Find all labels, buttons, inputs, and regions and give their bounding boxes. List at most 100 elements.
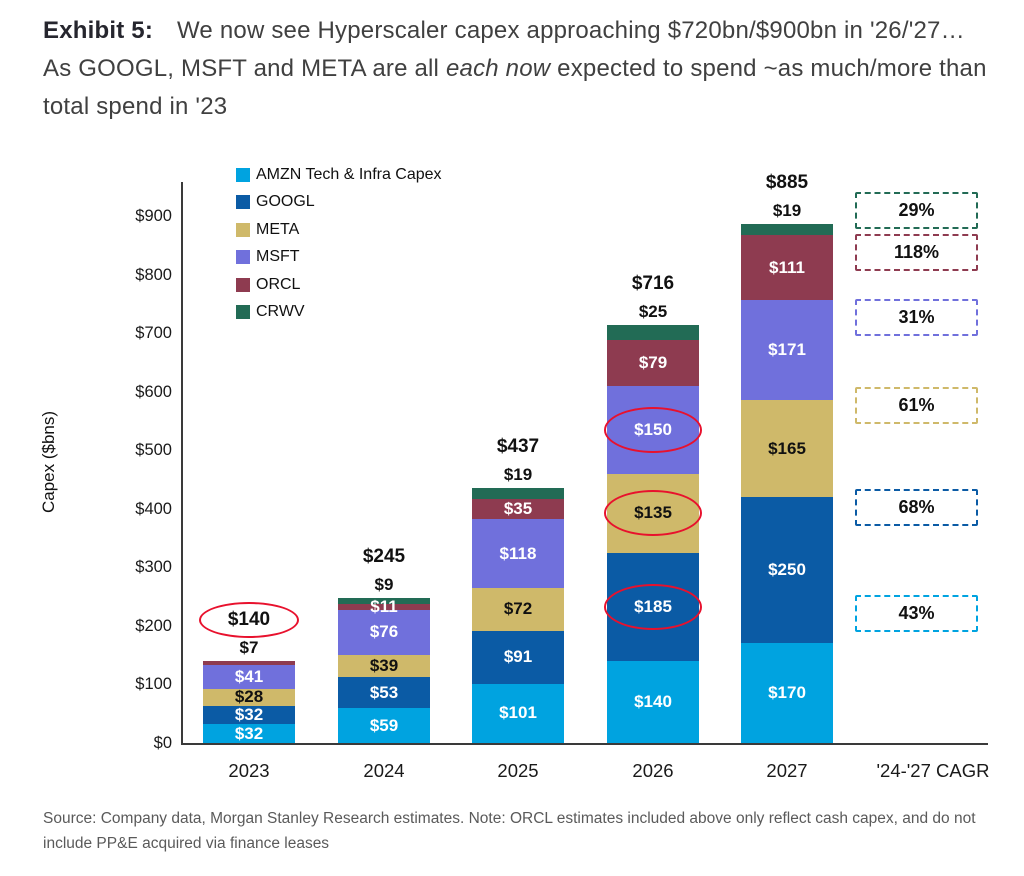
title-segment: We now see Hyperscaler capex approaching… [43, 17, 965, 82]
segment-2024-amzn [338, 708, 430, 743]
segment-2023-orcl [203, 661, 295, 666]
y-tick-label: $300 [135, 558, 172, 577]
cagr-box-amzn: 43% [855, 595, 978, 632]
segment-2023-msft [203, 665, 295, 690]
segment-label-2024-orcl: $11 [370, 596, 398, 616]
legend-item-orcl: ORCL [236, 276, 300, 294]
segment-label-2023-msft: $41 [234, 667, 264, 687]
cagr-value-googl: 68% [898, 497, 935, 517]
y-tick-label: $800 [135, 265, 172, 284]
segment-label-2027-orcl: $111 [769, 257, 805, 277]
legend-label-amzn: AMZN Tech & Infra Capex [256, 166, 442, 183]
y-tick-label: $400 [135, 499, 172, 518]
legend-swatch-crwv [236, 305, 250, 319]
total-label-2025: $437 [496, 435, 540, 457]
segment-2023-meta [203, 689, 295, 706]
segment-label-2024-googl: $53 [369, 682, 399, 702]
above-label-2024-crwv: $9 [374, 575, 394, 595]
cagr-box-googl: 68% [855, 489, 978, 526]
y-tick-label: $0 [153, 734, 172, 752]
above-label-2026-crwv: $25 [638, 301, 668, 321]
segment-label-2025-msft: $118 [499, 543, 537, 563]
legend-label-meta: META [256, 220, 300, 238]
segment-2026-googl [607, 552, 699, 661]
segment-label-2025-googl: $91 [503, 647, 533, 667]
legend-swatch-amzn [236, 168, 250, 182]
segment-2027-amzn [741, 643, 833, 743]
cagr-value-amzn: 43% [898, 603, 935, 623]
y-tick-label: $200 [135, 616, 172, 635]
above-label-2025-crwv: $19 [503, 464, 533, 484]
y-tick-label: $500 [135, 441, 172, 460]
segment-2026-orcl [607, 339, 699, 386]
segment-2027-meta [741, 400, 833, 498]
segment-2024-orcl [338, 603, 430, 611]
y-tick-label: $700 [135, 324, 172, 343]
segment-2025-msft [472, 519, 564, 589]
x-axis-label-2027: 2027 [766, 760, 808, 781]
segment-2025-amzn [472, 683, 564, 743]
segment-label-2026-meta: $135 [634, 503, 672, 523]
legend-swatch-orcl [236, 277, 250, 292]
segment-label-2023-googl: $32 [234, 704, 264, 724]
exhibit-title: Exhibit 5: We now see Hyperscaler capex a… [43, 12, 995, 126]
total-label-2026: $716 [631, 272, 675, 294]
segment-label-2026-msft: $150 [634, 419, 672, 439]
legend-item-googl: GOOGL [236, 193, 315, 211]
segment-2024-crwv [338, 598, 430, 604]
legend-item-meta: META [236, 221, 299, 239]
legend-label-orcl: ORCL [256, 275, 301, 293]
segment-label-2027-googl: $250 [768, 560, 806, 580]
segment-label-2026-orcl: $79 [638, 352, 668, 372]
x-axis-label-2024: 2024 [363, 760, 405, 781]
segment-2025-googl [472, 630, 564, 684]
y-axis-title: Capex ($bns) [39, 410, 58, 514]
segment-2026-crwv [607, 324, 699, 340]
x-axis-label-2023: 2023 [228, 760, 270, 781]
segment-2027-googl [741, 497, 833, 644]
legend-label-crwv: CRWV [256, 303, 305, 320]
above-label-2027-crwv: $19 [772, 201, 802, 221]
segment-2026-msft [607, 385, 699, 474]
cagr-box-orcl: 118% [855, 234, 978, 271]
segment-2027-msft [741, 300, 833, 401]
x-axis-label-2025: 2025 [497, 760, 539, 781]
legend-swatch-googl [236, 195, 250, 210]
segment-2023-googl [203, 705, 295, 725]
total-label-2024: $245 [362, 546, 406, 568]
source-note: Source: Company data, Morgan Stanley Res… [43, 810, 976, 852]
legend-swatch-msft [236, 250, 250, 265]
exhibit-title-text: We now see Hyperscaler capex approaching… [43, 17, 987, 120]
y-axis-line [181, 182, 183, 743]
total-label-2023: $140 [227, 609, 271, 631]
x-axis-label-cagr-column: '24-'27 CAGR [876, 760, 990, 781]
segment-2025-crwv [472, 487, 564, 499]
segment-label-2026-googl: $185 [634, 596, 672, 616]
cagr-value-crwv: 29% [898, 200, 935, 220]
x-axis-line [181, 743, 988, 745]
segment-label-2025-amzn: $101 [499, 703, 537, 723]
segment-label-2023-amzn: $32 [234, 723, 264, 743]
segment-label-2024-amzn: $59 [369, 715, 399, 735]
cagr-box-meta: 61% [855, 387, 978, 424]
segment-label-2027-msft: $171 [768, 340, 806, 360]
segment-2025-meta [472, 588, 564, 631]
above-label-2023-orcl: $7 [239, 638, 259, 658]
y-tick-label: $600 [135, 382, 172, 401]
y-tick-label: $100 [135, 675, 172, 694]
segment-2026-amzn [607, 661, 699, 743]
segment-label-2026-amzn: $140 [634, 692, 672, 711]
segment-2027-crwv [741, 224, 833, 236]
title-segment: expected to spend ~as much/more than tot… [43, 55, 987, 120]
segment-label-2023-meta: $28 [234, 687, 264, 707]
legend-item-crwv: CRWV [236, 303, 305, 321]
total-label-2027: $885 [765, 172, 809, 194]
title-italic-segment: each now [445, 55, 551, 82]
segment-2024-meta [338, 654, 430, 678]
exhibit-label: Exhibit 5: [43, 17, 154, 44]
cagr-value-msft: 31% [898, 307, 935, 327]
segment-label-2024-msft: $76 [369, 622, 399, 642]
segment-label-2025-orcl: $35 [503, 499, 533, 519]
